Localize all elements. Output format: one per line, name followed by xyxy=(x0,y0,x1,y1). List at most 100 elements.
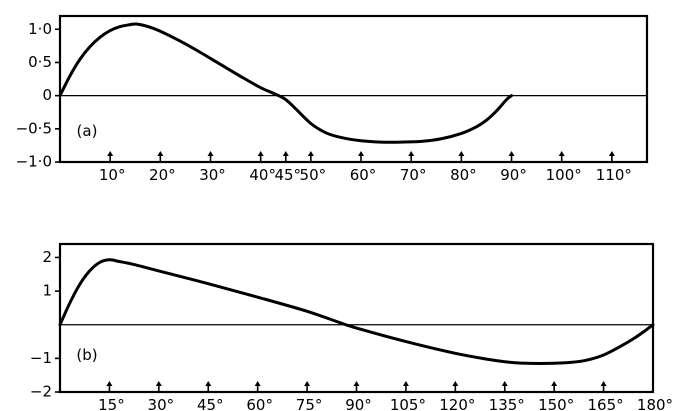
x-tick-arrow xyxy=(501,381,508,386)
x-tick-arrow xyxy=(157,151,164,156)
data-point xyxy=(109,29,111,32)
data-point xyxy=(108,259,111,261)
data-point xyxy=(652,323,654,326)
x-tick-arrow xyxy=(107,151,114,156)
data-point xyxy=(179,40,182,43)
data-point xyxy=(219,63,222,66)
data-point xyxy=(131,263,134,265)
x-tick-arrow xyxy=(307,151,314,156)
data-point xyxy=(619,345,621,348)
data-point xyxy=(134,23,137,25)
data-point xyxy=(339,321,341,324)
data-point xyxy=(149,26,152,29)
x-tick-label: 110° xyxy=(596,166,632,184)
x-tick-arrow xyxy=(402,381,409,386)
data-point xyxy=(69,302,71,304)
x-tick-arrow xyxy=(551,381,558,386)
x-tick-label: 100° xyxy=(546,166,582,184)
x-tick-label: 60° xyxy=(350,166,377,184)
data-point xyxy=(485,119,488,121)
x-tick-arrow xyxy=(458,151,465,156)
data-point xyxy=(295,108,297,110)
x-tick-label: 45° xyxy=(197,396,224,411)
data-point xyxy=(129,23,132,26)
x-tick-label: 105° xyxy=(390,396,426,411)
x-tick-arrow xyxy=(358,151,365,156)
data-point xyxy=(118,260,121,263)
data-point xyxy=(69,74,71,77)
x-tick-label: 15° xyxy=(98,396,125,411)
x-tick-arrow xyxy=(600,381,607,386)
data-point xyxy=(454,352,457,355)
x-tick-arrow xyxy=(205,381,212,386)
x-tick-label: 45° xyxy=(274,166,301,184)
x-tick-arrow xyxy=(282,151,289,156)
data-point xyxy=(139,23,142,26)
data-point xyxy=(256,296,259,298)
data-point xyxy=(88,270,91,272)
panel-label: (a) xyxy=(77,122,98,140)
data-point xyxy=(380,141,382,143)
plot-frame xyxy=(58,14,649,164)
y-tick-label: 0 xyxy=(42,86,52,104)
data-point xyxy=(310,122,312,125)
x-tick-arrow xyxy=(106,381,113,386)
x-tick-label: 120° xyxy=(439,396,475,411)
x-tick-label: 50° xyxy=(300,166,327,184)
x-tick-label: 30° xyxy=(148,396,175,411)
x-tick-label: 90° xyxy=(500,166,527,184)
data-point xyxy=(119,25,122,28)
data-point xyxy=(642,331,644,333)
data-point xyxy=(99,36,101,39)
x-tick-arrow xyxy=(207,151,214,156)
data-point xyxy=(360,139,362,142)
data-point xyxy=(586,359,588,361)
series-line xyxy=(58,22,514,144)
data-point xyxy=(340,136,342,139)
y-tick-label: 1 xyxy=(42,282,52,300)
panel-b: 2 1 −1 −2 15° 30° 45° 60° 75° 90° 105° 120° 135° 150°… xyxy=(30,242,673,411)
x-tick-arrow xyxy=(353,381,360,386)
data-point xyxy=(59,323,61,326)
data-point xyxy=(159,30,162,33)
data-point xyxy=(420,140,423,143)
x-tick-label: 60° xyxy=(246,396,273,411)
x-tick-label: 20° xyxy=(149,166,176,184)
data-point xyxy=(510,94,513,97)
data-point xyxy=(158,270,160,272)
series-line xyxy=(58,258,655,365)
x-tick-label: 80° xyxy=(450,166,477,184)
x-tick-label: 75° xyxy=(296,396,323,411)
x-tick-label: 150° xyxy=(538,396,574,411)
panel-label: (b) xyxy=(76,346,97,364)
x-tick-label: 165° xyxy=(588,396,624,411)
panel-a: 1·0 0·5 0 −0·5 −1·0 10° 20° 30° 40°45°50° 60° 70° 8… xyxy=(16,14,649,184)
data-point xyxy=(355,327,358,329)
data-point xyxy=(503,360,506,363)
x-tick-arrow xyxy=(608,151,615,156)
data-point xyxy=(520,362,523,364)
x-tick-arrow xyxy=(508,151,515,156)
x-tick-label: 10° xyxy=(99,166,126,184)
x-tick-arrow xyxy=(408,151,415,156)
data-point xyxy=(199,51,202,54)
x-tick-arrow xyxy=(254,381,261,386)
data-point xyxy=(440,137,443,140)
x-tick-label: 70° xyxy=(400,166,427,184)
data-point xyxy=(405,340,407,343)
data-point xyxy=(239,75,242,78)
data-point xyxy=(460,132,463,135)
data-point xyxy=(487,358,490,361)
data-point xyxy=(505,98,508,101)
data-point xyxy=(284,98,287,101)
x-tick-label: 135° xyxy=(489,396,525,411)
data-point xyxy=(79,58,81,60)
data-point xyxy=(546,362,549,365)
x-tick-label: 40° xyxy=(249,166,276,184)
data-point xyxy=(274,93,277,96)
y-tick-label: −2 xyxy=(30,383,52,401)
data-point xyxy=(207,282,210,285)
data-point xyxy=(569,361,572,364)
x-tick-label: 30° xyxy=(199,166,226,184)
